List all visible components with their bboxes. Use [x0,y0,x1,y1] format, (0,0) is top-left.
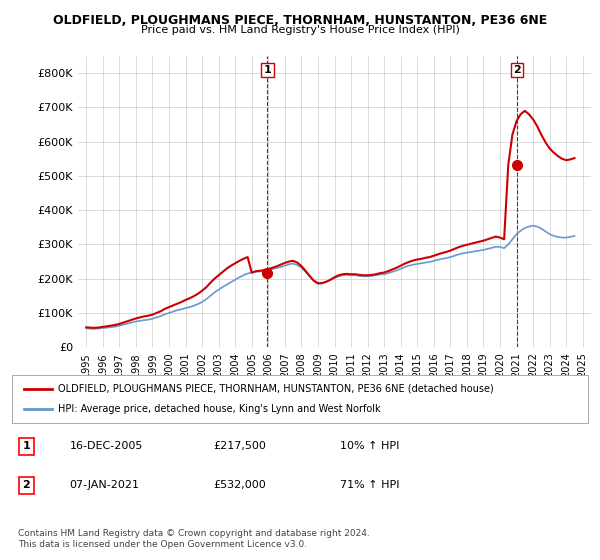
Text: 2: 2 [514,65,521,74]
Text: 10% ↑ HPI: 10% ↑ HPI [340,441,400,451]
Text: Price paid vs. HM Land Registry's House Price Index (HPI): Price paid vs. HM Land Registry's House … [140,25,460,35]
Text: OLDFIELD, PLOUGHMANS PIECE, THORNHAM, HUNSTANTON, PE36 6NE (detached house): OLDFIELD, PLOUGHMANS PIECE, THORNHAM, HU… [58,384,494,394]
Text: £532,000: £532,000 [214,480,266,490]
Text: 1: 1 [263,65,271,74]
Text: HPI: Average price, detached house, King's Lynn and West Norfolk: HPI: Average price, detached house, King… [58,404,381,414]
Text: £217,500: £217,500 [214,441,266,451]
Text: 1: 1 [23,441,30,451]
Text: OLDFIELD, PLOUGHMANS PIECE, THORNHAM, HUNSTANTON, PE36 6NE: OLDFIELD, PLOUGHMANS PIECE, THORNHAM, HU… [53,14,547,27]
Text: 2: 2 [23,480,30,490]
Text: Contains HM Land Registry data © Crown copyright and database right 2024.
This d: Contains HM Land Registry data © Crown c… [18,529,370,549]
Text: 71% ↑ HPI: 71% ↑ HPI [340,480,400,490]
Text: 16-DEC-2005: 16-DEC-2005 [70,441,143,451]
Text: 07-JAN-2021: 07-JAN-2021 [70,480,140,490]
